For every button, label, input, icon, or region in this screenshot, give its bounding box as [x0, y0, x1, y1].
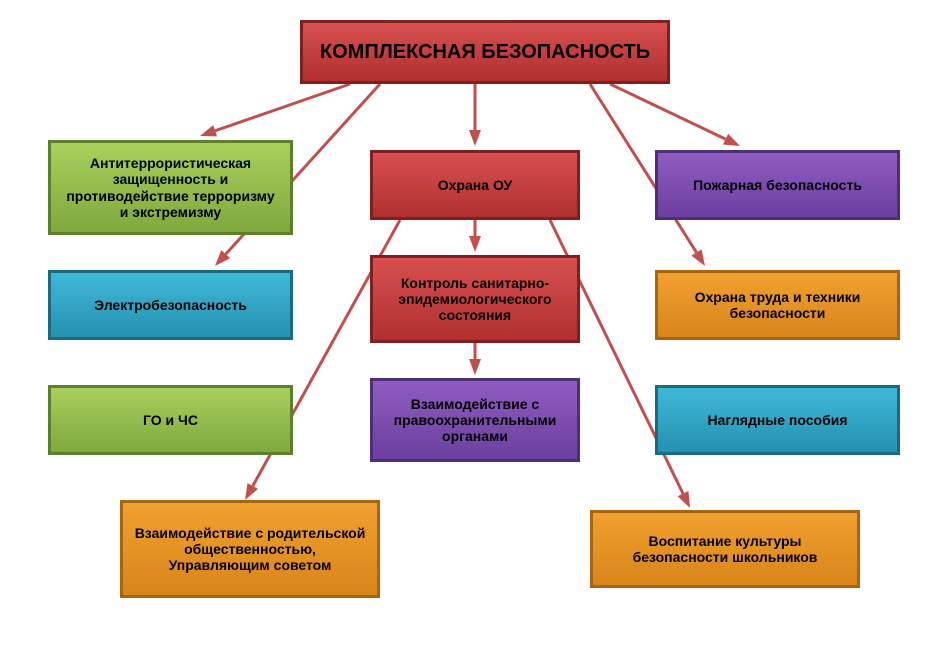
- node-labor-label: Охрана труда и техники безопасности: [668, 289, 887, 321]
- node-antiterror: Антитеррористическая защищенность и прот…: [48, 140, 293, 235]
- node-culture: Воспитание культуры безопасности школьни…: [590, 510, 860, 588]
- node-security-label: Охрана ОУ: [438, 177, 512, 193]
- node-sanitary: Контроль санитарно-эпидемиологического с…: [370, 255, 580, 343]
- node-visual-aids-label: Наглядные пособия: [708, 412, 848, 428]
- node-go-chs-label: ГО и ЧС: [143, 412, 198, 428]
- node-labor: Охрана труда и техники безопасности: [655, 270, 900, 340]
- node-sanitary-label: Контроль санитарно-эпидемиологического с…: [383, 275, 567, 323]
- node-parents-label: Взаимодействие с родительской общественн…: [133, 525, 367, 573]
- node-security: Охрана ОУ: [370, 150, 580, 220]
- node-culture-label: Воспитание культуры безопасности школьни…: [603, 533, 847, 565]
- node-root: КОМПЛЕКСНАЯ БЕЗОПАСНОСТЬ: [300, 20, 670, 84]
- node-antiterror-label: Антитеррористическая защищенность и прот…: [61, 155, 280, 219]
- node-root-label: КОМПЛЕКСНАЯ БЕЗОПАСНОСТЬ: [320, 41, 650, 64]
- node-parents: Взаимодействие с родительской общественн…: [120, 500, 380, 598]
- node-go-chs: ГО и ЧС: [48, 385, 293, 455]
- node-police: Взаимодействие с правоохранительными орг…: [370, 378, 580, 462]
- node-fire-label: Пожарная безопасность: [693, 177, 862, 193]
- node-police-label: Взаимодействие с правоохранительными орг…: [383, 396, 567, 444]
- node-electro: Электробезопасность: [48, 270, 293, 340]
- node-electro-label: Электробезопасность: [94, 297, 247, 313]
- node-fire: Пожарная безопасность: [655, 150, 900, 220]
- node-visual-aids: Наглядные пособия: [655, 385, 900, 455]
- diagram-canvas: КОМПЛЕКСНАЯ БЕЗОПАСНОСТЬ Антитеррористич…: [0, 0, 945, 667]
